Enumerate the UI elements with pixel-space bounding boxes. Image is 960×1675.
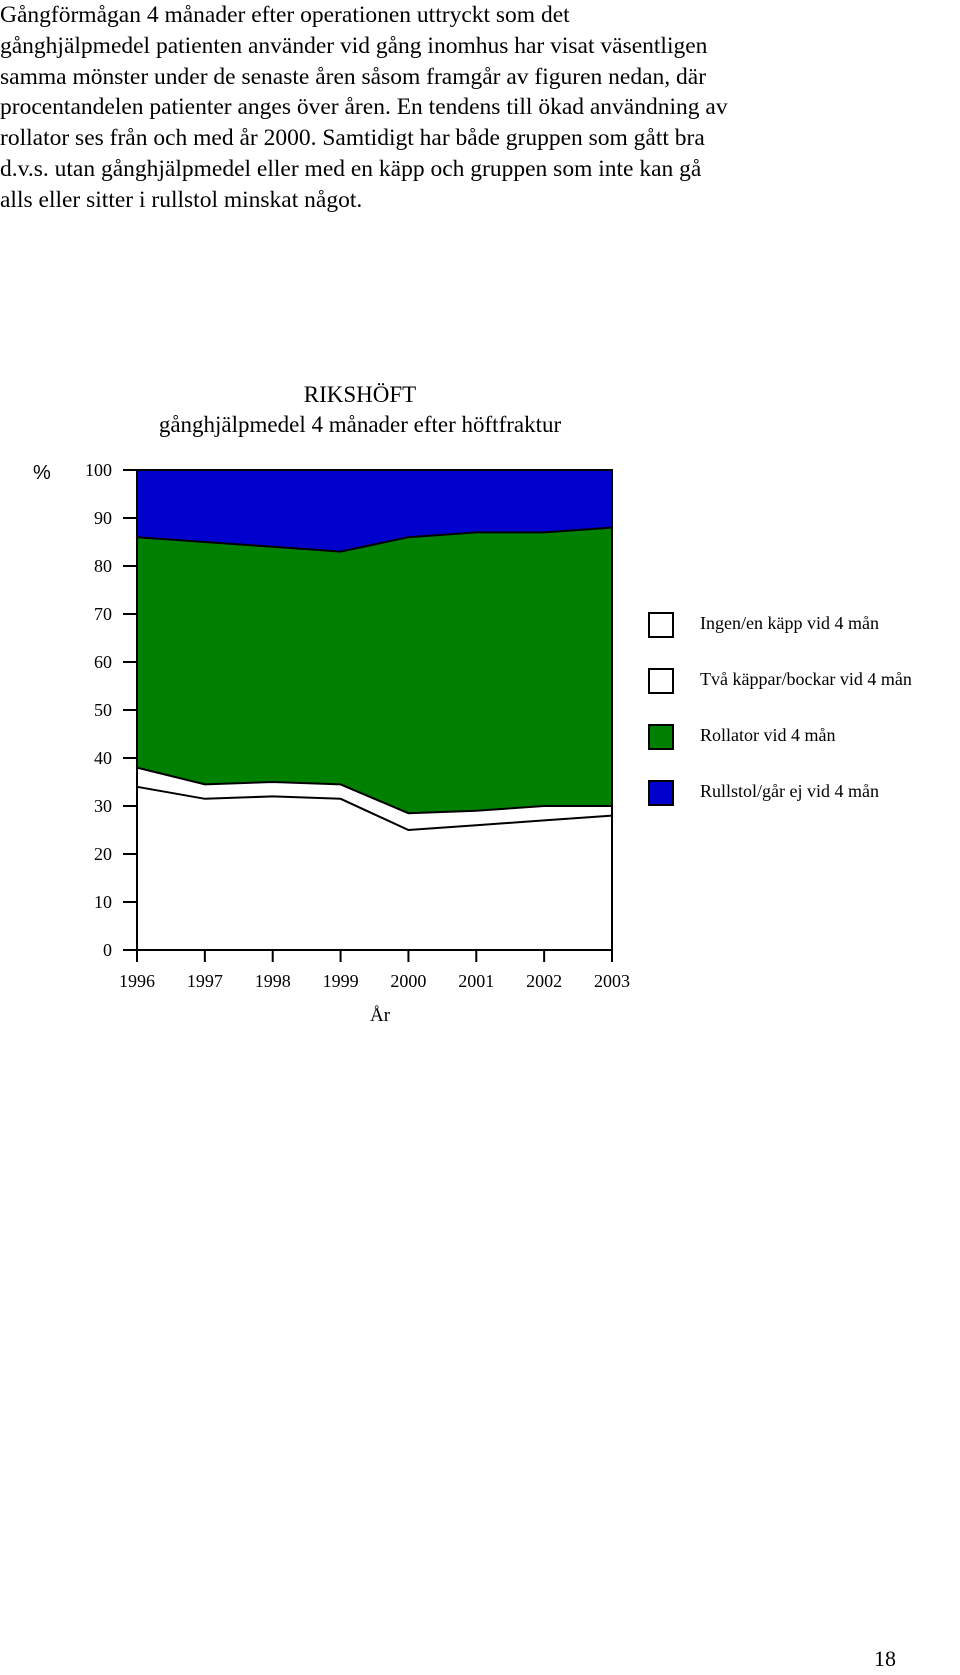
legend-swatch (648, 724, 674, 750)
series-boundary-line (136, 526, 613, 553)
body-paragraph: Gångförmågan 4 månader efter operationen… (0, 0, 940, 216)
paragraph-line: rollator ses från och med år 2000. Samti… (0, 125, 705, 152)
y-tick-label: 0 (103, 940, 112, 960)
y-axis-label: % (33, 462, 51, 484)
y-tick-label: 10 (94, 892, 112, 912)
legend-swatch (648, 780, 674, 806)
chart-title: RIKSHÖFT (303, 382, 417, 407)
x-tick-label: 2002 (526, 971, 562, 991)
x-tick-label: 1996 (119, 971, 155, 991)
y-tick-label: 80 (94, 556, 112, 576)
legend-item: Rullstol/går ej vid 4 mån (648, 778, 958, 808)
legend-label: Ingen/en käpp vid 4 mån (700, 613, 879, 633)
y-tick-label: 20 (94, 844, 112, 864)
series-boundary-line (136, 766, 612, 815)
legend-swatch (648, 668, 674, 694)
legend-label: Rollator vid 4 mån (700, 725, 836, 745)
area-series-3 (137, 470, 612, 552)
legend-swatch (648, 612, 674, 638)
x-tick-label: 2003 (594, 971, 630, 991)
paragraph-line: alls eller sitter i rullstol minskat någ… (0, 186, 363, 213)
paragraph-line: d.v.s. utan gånghjälpmedel eller med en … (0, 155, 702, 182)
y-tick-label: 30 (94, 796, 112, 816)
area-chart: 0 10 20 30 40 50 60 70 80 90 100 1996 1997 1998 1999 20… (85, 460, 630, 991)
page-number: 18 (874, 1646, 896, 1671)
legend-item: Ingen/en käpp vid 4 mån (648, 610, 958, 640)
series-boundary-line (136, 785, 613, 832)
x-tick-label: 1998 (255, 971, 291, 991)
legend-item: Två käppar/bockar vid 4 mån (648, 666, 958, 696)
y-tick-label: 50 (94, 700, 112, 720)
y-tick-label: 90 (94, 508, 112, 528)
y-tick-label: 40 (94, 748, 112, 768)
chart-subtitle: gånghjälpmedel 4 månader efter höftfrakt… (158, 412, 562, 437)
paragraph-line: procentandelen patienter anges över åren… (0, 94, 728, 121)
area-series-0 (137, 786, 612, 950)
legend-label: Två käppar/bockar vid 4 mån (700, 669, 912, 689)
y-tick-label: 60 (94, 652, 112, 672)
paragraph-line: samma mönster under de senaste åren såso… (0, 63, 707, 90)
x-tick-label: 2000 (390, 971, 426, 991)
x-tick-label: 1997 (187, 971, 223, 991)
y-tick-label: 100 (85, 460, 112, 480)
legend-item: Rollator vid 4 mån (648, 722, 958, 752)
y-tick-label: 70 (94, 604, 112, 624)
area-series-2 (137, 527, 612, 814)
legend-label: Rullstol/går ej vid 4 mån (700, 781, 879, 801)
chart-title-block: RIKSHÖFT gånghjälpmedel 4 månader efter … (110, 380, 610, 440)
x-axis-label: År (370, 1005, 391, 1026)
paragraph-line: Gångförmågan 4 månader efter operationen… (0, 2, 570, 28)
x-tick-label: 1999 (323, 971, 359, 991)
x-tick-label: 2001 (458, 971, 494, 991)
paragraph-line: gånghjälpmedel patienten använder vid gå… (0, 32, 708, 59)
